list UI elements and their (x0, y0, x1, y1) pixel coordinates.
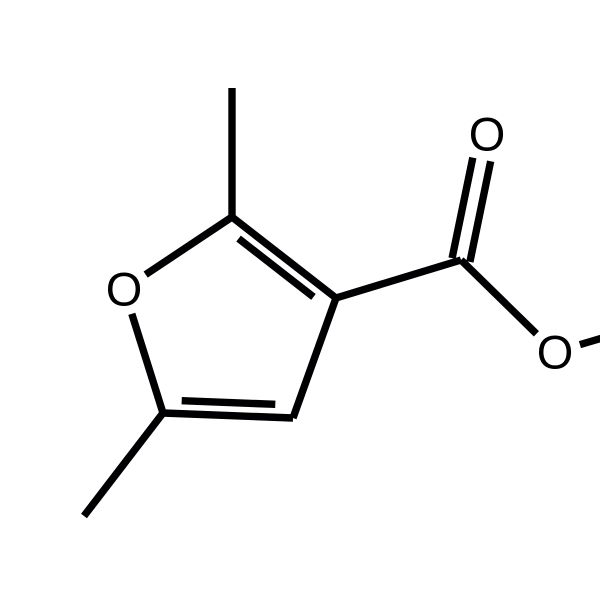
bond (146, 217, 232, 275)
bond (452, 158, 473, 259)
bond (580, 315, 600, 345)
bond (293, 298, 336, 418)
bond (182, 401, 276, 405)
atom-label-O_dbl: O (469, 108, 506, 161)
atom-label-O_ring: O (106, 263, 143, 316)
bond (470, 161, 491, 262)
bond (232, 217, 336, 298)
molecule-canvas: O O O (0, 0, 600, 600)
bond (132, 314, 163, 413)
bond (336, 260, 461, 298)
bond (84, 413, 163, 516)
bond (163, 413, 293, 418)
bond (461, 260, 536, 334)
atom-label-O_sgl: O (537, 326, 574, 379)
